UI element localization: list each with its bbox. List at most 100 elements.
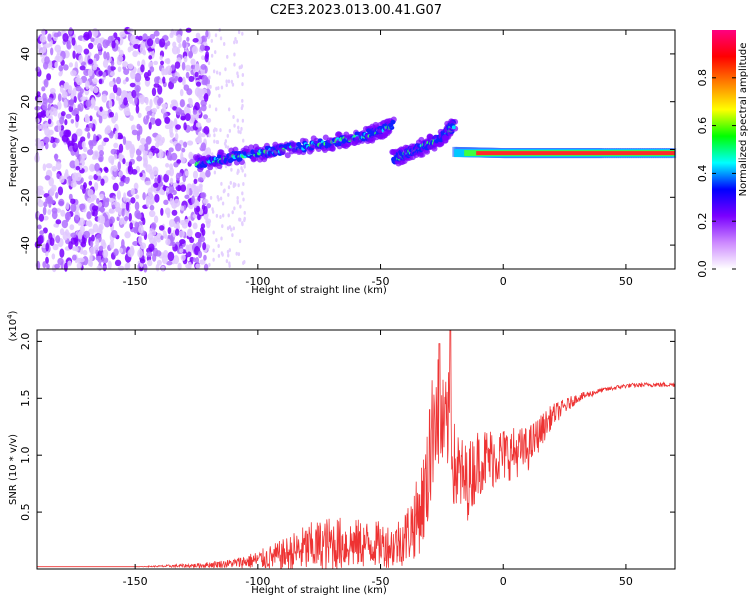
noise-blob	[143, 143, 149, 152]
noise-blob	[55, 161, 62, 171]
noise-blob	[160, 235, 164, 241]
noise-blob	[131, 129, 138, 136]
noise-blob	[190, 64, 196, 70]
noise-blob	[170, 64, 175, 71]
noise-blob	[129, 115, 134, 121]
noise-blob	[55, 192, 59, 199]
noise-blob	[233, 206, 236, 211]
noise-blob	[184, 170, 189, 177]
noise-blob	[134, 201, 140, 211]
noise-blob	[92, 27, 99, 38]
noise-blob	[151, 107, 158, 113]
noise-blob	[88, 122, 94, 129]
noise-blob	[243, 173, 247, 178]
noise-blob	[194, 87, 201, 97]
y-tick-label: 0	[19, 146, 32, 153]
noise-blob	[67, 85, 73, 94]
noise-blob	[221, 213, 225, 218]
noise-blob	[114, 259, 122, 267]
noise-blob	[34, 106, 41, 111]
noise-blob	[177, 262, 182, 271]
noise-blob	[186, 140, 194, 146]
noise-blob	[110, 229, 118, 238]
noise-blob	[226, 145, 230, 150]
noise-blob	[122, 136, 127, 145]
noise-blob	[208, 75, 211, 80]
noise-blob	[180, 219, 186, 226]
noise-blob	[166, 260, 173, 266]
noise-blob	[108, 208, 114, 214]
noise-blob	[151, 87, 157, 97]
noise-blob	[205, 30, 209, 38]
noise-blob	[157, 98, 162, 107]
colorbar-tick-label: 0.6	[696, 117, 709, 135]
noise-blob	[55, 219, 62, 225]
noise-blob	[67, 260, 72, 267]
noise-blob	[131, 89, 137, 99]
spectrogram-panel: -150 -100 -50 0 50 -40 -20 0 20 40 Height of str…	[8, 26, 677, 296]
noise-blob	[203, 125, 210, 135]
noise-blob	[140, 64, 145, 73]
noise-blob	[39, 230, 45, 235]
noise-blob	[68, 193, 73, 201]
noise-blob	[85, 99, 92, 108]
noise-blob	[116, 216, 120, 221]
ridge-core	[390, 119, 396, 125]
noise-blob	[109, 216, 115, 224]
noise-blob	[68, 62, 74, 68]
noise-blob	[163, 173, 169, 183]
noise-blob	[131, 124, 136, 131]
noise-blob	[49, 87, 56, 94]
noise-blob	[164, 207, 171, 215]
noise-blob	[152, 166, 159, 176]
noise-blob	[154, 177, 158, 185]
x-tick-label: 0	[500, 575, 507, 588]
noise-blob	[61, 90, 68, 99]
noise-blob	[70, 118, 75, 124]
noise-blob	[168, 147, 174, 153]
noise-blob	[60, 111, 66, 117]
noise-blob	[124, 176, 130, 185]
noise-blob	[145, 105, 152, 113]
noise-blob	[46, 195, 53, 204]
noise-blob	[153, 215, 159, 224]
noise-blob	[64, 229, 70, 236]
noise-blob	[218, 71, 222, 76]
noise-blob	[181, 61, 186, 71]
noise-blob	[78, 54, 84, 64]
noise-blob	[169, 177, 174, 186]
noise-blob	[47, 209, 52, 216]
noise-blob	[152, 253, 157, 262]
noise-blob	[48, 177, 55, 187]
noise-blob	[70, 70, 77, 77]
noise-blob	[63, 64, 69, 71]
noise-blob	[241, 82, 244, 87]
noise-blob	[80, 96, 87, 102]
noise-blob	[212, 69, 216, 74]
noise-blob	[136, 60, 141, 67]
snr-y-ticks: 0.5 1.0 1.5 2.0	[19, 333, 675, 521]
noise-blob	[115, 76, 122, 85]
noise-blob	[220, 85, 224, 90]
noise-blob	[50, 47, 54, 56]
noise-blob	[233, 62, 236, 67]
noise-blob	[195, 122, 202, 128]
noise-blob	[58, 65, 64, 72]
ridge-halo	[329, 145, 336, 152]
noise-blob	[183, 141, 188, 148]
noise-blob	[208, 104, 211, 109]
noise-blob	[144, 76, 151, 82]
noise-blob	[208, 133, 211, 138]
noise-blob	[202, 198, 209, 204]
noise-blob	[166, 57, 171, 65]
noise-blob	[99, 205, 105, 213]
noise-blob	[171, 241, 176, 247]
noise-blob	[69, 98, 74, 108]
noise-blob	[195, 257, 200, 264]
noise-blob	[63, 262, 68, 272]
noise-blob	[77, 230, 83, 240]
noise-blob	[95, 238, 100, 247]
noise-blob	[79, 249, 84, 255]
noise-blob	[176, 34, 182, 44]
noise-blob	[198, 185, 203, 193]
